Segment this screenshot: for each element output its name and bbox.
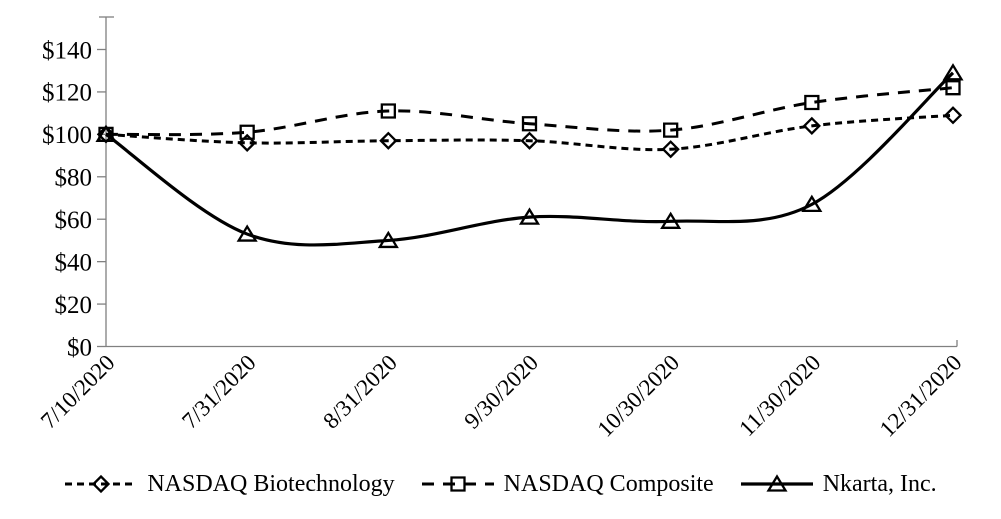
triangle-marker-icon xyxy=(660,211,682,229)
x-tick-label: 10/30/2020 xyxy=(592,350,684,442)
y-tick-label: $100 xyxy=(42,122,92,149)
diamond-marker-icon xyxy=(520,131,539,150)
x-tick-label: 7/31/2020 xyxy=(177,350,261,434)
chart-legend: NASDAQ Biotechnology NASDAQ Composite Nkar… xyxy=(0,472,1001,496)
legend-item: NASDAQ Composite xyxy=(421,472,714,496)
diamond-marker-icon xyxy=(661,140,680,159)
legend-label: NASDAQ Biotechnology xyxy=(147,471,395,497)
legend-label: NASDAQ Composite xyxy=(503,471,714,497)
x-tick-label: 9/30/2020 xyxy=(459,350,543,434)
diamond-marker-icon xyxy=(92,474,111,494)
x-tick-label: 11/30/2020 xyxy=(734,350,825,441)
x-tick-label: 12/31/2020 xyxy=(875,350,967,442)
y-tick-label: $60 xyxy=(55,207,93,234)
series-line-triangle xyxy=(105,71,955,247)
triangle-marker-icon xyxy=(766,474,788,492)
legend-item: Nkarta, Inc. xyxy=(740,472,937,496)
square-marker-icon xyxy=(945,80,961,96)
x-tick-label: 7/10/2020 xyxy=(36,350,120,434)
triangle-marker-icon xyxy=(95,124,117,143)
triangle-marker-icon xyxy=(801,194,823,213)
y-tick-label: $80 xyxy=(55,165,93,192)
y-tick-label: $120 xyxy=(42,80,92,107)
legend-label: Nkarta, Inc. xyxy=(822,471,937,497)
square-marker-icon xyxy=(380,103,396,119)
square-marker-icon xyxy=(663,122,679,138)
diamond-marker-icon xyxy=(379,131,398,150)
series-line-square xyxy=(105,86,954,137)
triangle-marker-icon xyxy=(942,63,964,81)
y-tick-label: $40 xyxy=(55,249,93,276)
line-chart-plot: $0 $20 $40 $60 $80 $100 $120 $140 7/10/2020 7/31/… xyxy=(36,16,967,442)
legend-diamond-sample-icon xyxy=(65,474,138,494)
diamond-marker-icon xyxy=(802,116,821,135)
y-tick-label: $0 xyxy=(67,334,92,361)
square-marker-icon xyxy=(450,476,466,492)
y-tick-label: $20 xyxy=(55,292,93,319)
triangle-marker-icon xyxy=(518,207,541,225)
y-tick-label: $140 xyxy=(42,37,92,64)
diamond-marker-icon xyxy=(943,106,963,125)
triangle-marker-icon xyxy=(236,224,258,242)
series-line-diamond xyxy=(105,113,954,152)
x-tick-label: 8/31/2020 xyxy=(318,350,402,434)
legend-item: NASDAQ Biotechnology xyxy=(64,471,395,497)
square-marker-icon xyxy=(804,94,820,111)
legend-triangle-sample-icon xyxy=(740,474,813,492)
legend-square-sample-icon xyxy=(421,476,494,492)
square-marker-icon xyxy=(521,116,538,132)
square-marker-icon xyxy=(239,124,255,140)
triangle-marker-icon xyxy=(377,230,399,249)
